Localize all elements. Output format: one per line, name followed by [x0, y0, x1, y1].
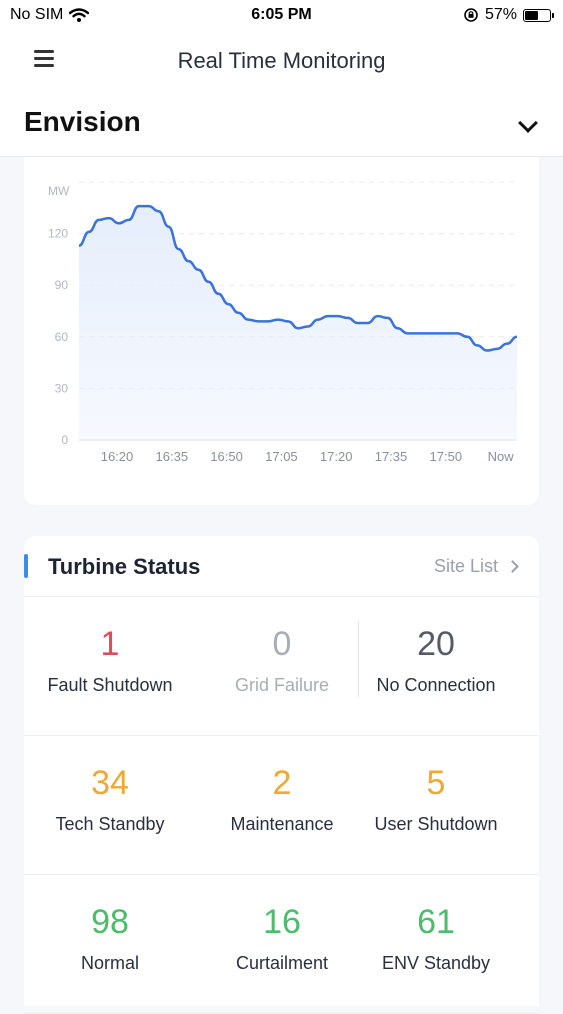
site-list-label: Site List [433, 556, 498, 576]
status-user-shutdown[interactable]: 5 User Shutdown [358, 736, 514, 874]
y-tick-label: 120 [48, 227, 68, 241]
status-label: No Connection [376, 675, 496, 695]
x-tick-label: 16:50 [210, 449, 243, 464]
turbine-status-title: Turbine Status [48, 554, 201, 579]
status-label: Maintenance [230, 814, 334, 834]
y-tick-label: 30 [55, 381, 69, 395]
status-row: 1 Fault Shutdown 0 Grid Failure 20 No Co… [24, 597, 539, 736]
series-line [78, 204, 518, 352]
status-count: 0 [272, 625, 292, 663]
status-maintenance[interactable]: 2 Maintenance [196, 736, 368, 874]
orientation-lock-icon [464, 8, 478, 22]
status-count: 16 [263, 903, 301, 941]
x-tick-label: 17:35 [375, 449, 408, 464]
x-tick-label: 16:20 [101, 449, 134, 464]
site-list-link[interactable]: Site List [433, 556, 519, 577]
power-chart: MW 0 30 60 90 120 16:20 16:35 16:50 17:05 17:20 17:… [48, 181, 518, 464]
page-title: Real Time Monitoring [177, 48, 386, 73]
status-count: 34 [91, 764, 129, 802]
x-tick-label: 17:20 [320, 449, 353, 464]
status-count: 61 [417, 903, 455, 941]
x-tick-label: Now [488, 449, 515, 464]
status-fault-shutdown[interactable]: 1 Fault Shutdown [24, 597, 196, 735]
status-label: Grid Failure [234, 675, 330, 695]
turbine-status-card: Turbine Status Site List 1 Fault Shutdow… [24, 536, 539, 1014]
status-curtailment[interactable]: 16 Curtailment [196, 875, 368, 1013]
status-left: No SIM [10, 6, 90, 24]
hamburger-icon[interactable] [34, 50, 54, 67]
status-bar: No SIM 6:05 PM 57% [0, 0, 563, 32]
battery-icon [523, 8, 554, 22]
battery-fill [525, 10, 538, 20]
status-label: ENV Standby [381, 953, 491, 973]
chevron-down-icon[interactable] [518, 113, 538, 133]
column-divider [358, 621, 359, 697]
status-row: 98 Normal 16 Curtailment 61 ENV Standby [24, 875, 539, 1014]
status-right: 57% [463, 6, 554, 24]
status-count: 20 [417, 625, 455, 663]
x-tick-label: 17:50 [430, 449, 463, 464]
status-grid-failure[interactable]: 0 Grid Failure [196, 597, 368, 735]
section-accent-bar [24, 554, 28, 578]
status-env-standby[interactable]: 61 ENV Standby [358, 875, 514, 1013]
battery-percent: 57% [484, 6, 517, 23]
status-label: Tech Standby [55, 814, 165, 834]
status-count: 98 [91, 903, 129, 941]
y-tick-label: 90 [55, 278, 69, 292]
status-normal[interactable]: 98 Normal [24, 875, 196, 1013]
turbine-status-header: Turbine Status Site List [24, 536, 539, 597]
x-tick-label: 16:35 [156, 449, 189, 464]
chevron-right-icon [506, 560, 519, 573]
y-axis-unit-label: MW [48, 184, 70, 198]
status-no-connection[interactable]: 20 No Connection [358, 597, 514, 735]
power-chart-card: MW 0 30 60 90 120 16:20 16:35 16:50 17:05 17:20 17:… [24, 157, 539, 505]
site-name: Envision [24, 106, 141, 137]
status-count: 5 [426, 764, 446, 802]
status-label: Fault Shutdown [47, 675, 173, 695]
nav-bar: Real Time Monitoring [0, 32, 563, 96]
y-tick-label: 60 [55, 330, 69, 344]
status-label: User Shutdown [374, 814, 498, 834]
site-selector[interactable]: Envision [0, 96, 563, 157]
status-tech-standby[interactable]: 34 Tech Standby [24, 736, 196, 874]
carrier-label: No SIM [10, 6, 64, 23]
status-count: 2 [272, 764, 292, 802]
status-label: Curtailment [235, 953, 329, 973]
status-count: 1 [100, 625, 120, 663]
status-time: 6:05 PM [251, 6, 312, 23]
x-tick-label: 17:05 [265, 449, 298, 464]
status-row: 34 Tech Standby 2 Maintenance 5 User Shu… [24, 736, 539, 875]
wifi-icon [69, 8, 90, 22]
series-area [79, 206, 517, 440]
y-tick-label: 0 [61, 433, 68, 447]
status-label: Normal [80, 953, 139, 973]
